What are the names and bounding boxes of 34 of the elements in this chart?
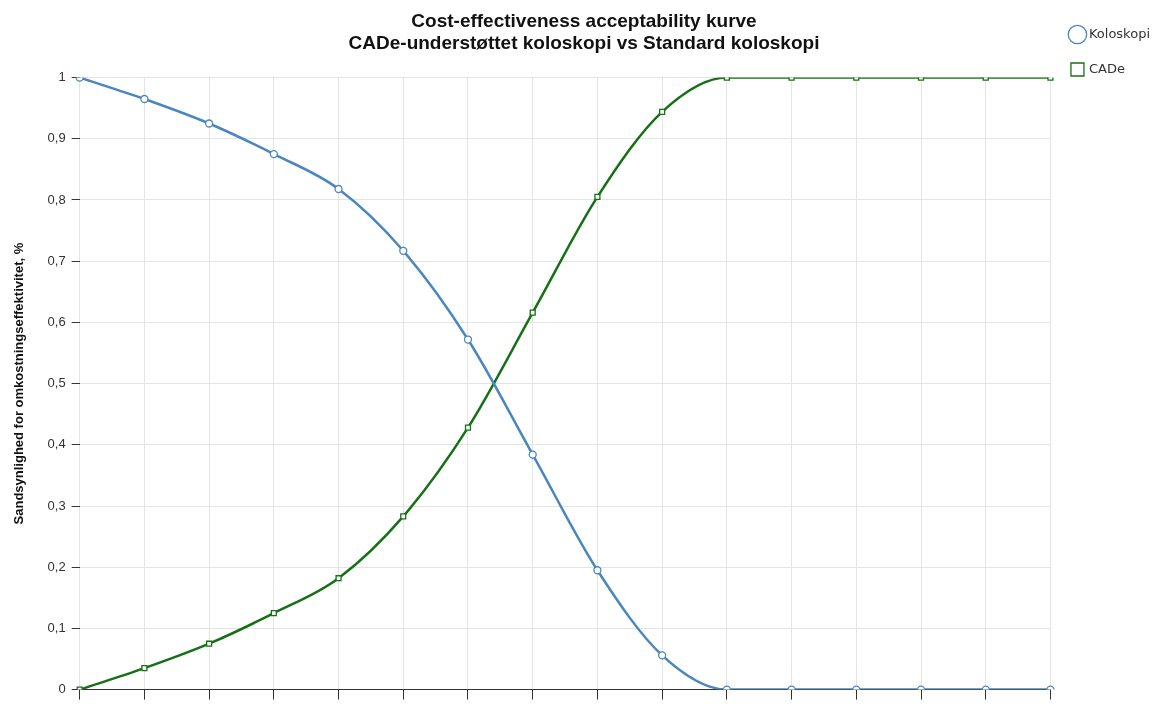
- point: [204, 119, 214, 128]
- y-tick-label: 0,7: [47, 252, 66, 268]
- y-tick-label: 0,8: [47, 191, 66, 207]
- chart-subtitle: CADe-understøttet koloskopi vs Standard koloskopi: [348, 32, 820, 54]
- point: [400, 513, 407, 520]
- y-tick-label: 1: [58, 69, 66, 85]
- point: [334, 184, 343, 194]
- y-tick-label: 0,5: [47, 375, 66, 391]
- y-tick-label: 0,6: [47, 313, 66, 329]
- point: [205, 640, 213, 647]
- y-tick-label: 0: [58, 681, 66, 697]
- point: [399, 246, 408, 255]
- point: [528, 450, 537, 459]
- point: [141, 665, 148, 672]
- point: [657, 651, 667, 660]
- legend-label: Koloskopi: [1088, 25, 1151, 41]
- legend-label: CADe: [1088, 60, 1125, 76]
- y-tick-label: 0,9: [47, 130, 66, 146]
- point: [659, 108, 666, 115]
- point: [269, 149, 278, 159]
- point: [593, 566, 602, 575]
- point: [464, 424, 472, 431]
- y-tick-label: 0,1: [47, 619, 66, 635]
- point: [335, 575, 342, 582]
- y-tick-label: 0,2: [47, 558, 66, 574]
- point: [529, 309, 536, 316]
- y-axis-title: Sandsynlighed for omkostningseffektivitet, %: [11, 242, 27, 525]
- point: [463, 335, 473, 344]
- y-tick-label: 0,3: [47, 497, 66, 513]
- y-tick-label: 0,4: [47, 436, 66, 452]
- point: [594, 193, 601, 201]
- point: [140, 94, 149, 104]
- chart-title: Cost-effectiveness acceptability kurve: [411, 9, 757, 31]
- point: [270, 609, 277, 617]
